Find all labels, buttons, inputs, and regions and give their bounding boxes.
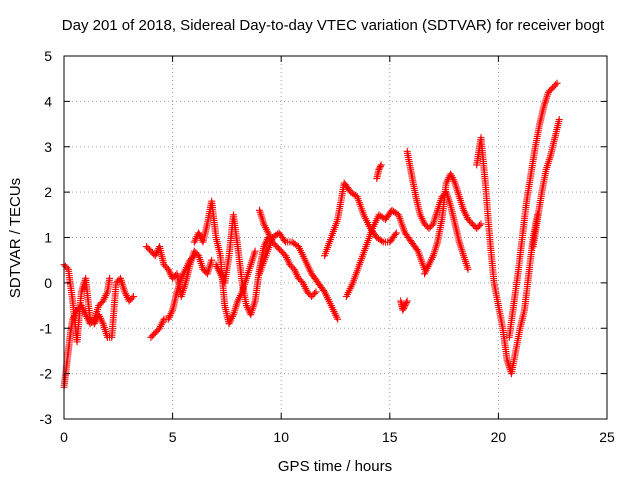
y-tick-label: -3 [40,411,53,427]
x-tick-label: 10 [273,429,289,445]
y-tick-label: -1 [40,320,53,336]
sdtvar-chart: -3 -2 -1 0 1 2 3 4 5 0 5 10 15 20 25 Day 201 of 2018, … [0,0,640,480]
y-tick-label: 0 [44,275,52,291]
y-axis-label: SDTVAR / TECUs [7,178,24,298]
x-tick-label: 20 [491,429,507,445]
x-tick-label: 5 [169,429,177,445]
y-tick-label: 4 [44,93,52,109]
y-tick-label: 5 [44,48,52,64]
x-tick-label: 0 [60,429,68,445]
y-tick-label: -2 [40,366,53,382]
y-tick-label: 1 [44,230,52,246]
data-point [377,163,384,170]
x-tick-label: 25 [599,429,615,445]
y-tick-label: 2 [44,184,52,200]
x-tick-label: 15 [382,429,398,445]
x-axis-label: GPS time / hours [278,458,392,475]
y-tick-label: 3 [44,139,52,155]
chart-title: Day 201 of 2018, Sidereal Day-to-day VTE… [62,17,605,34]
data-points [61,80,563,391]
data-point [376,164,383,171]
